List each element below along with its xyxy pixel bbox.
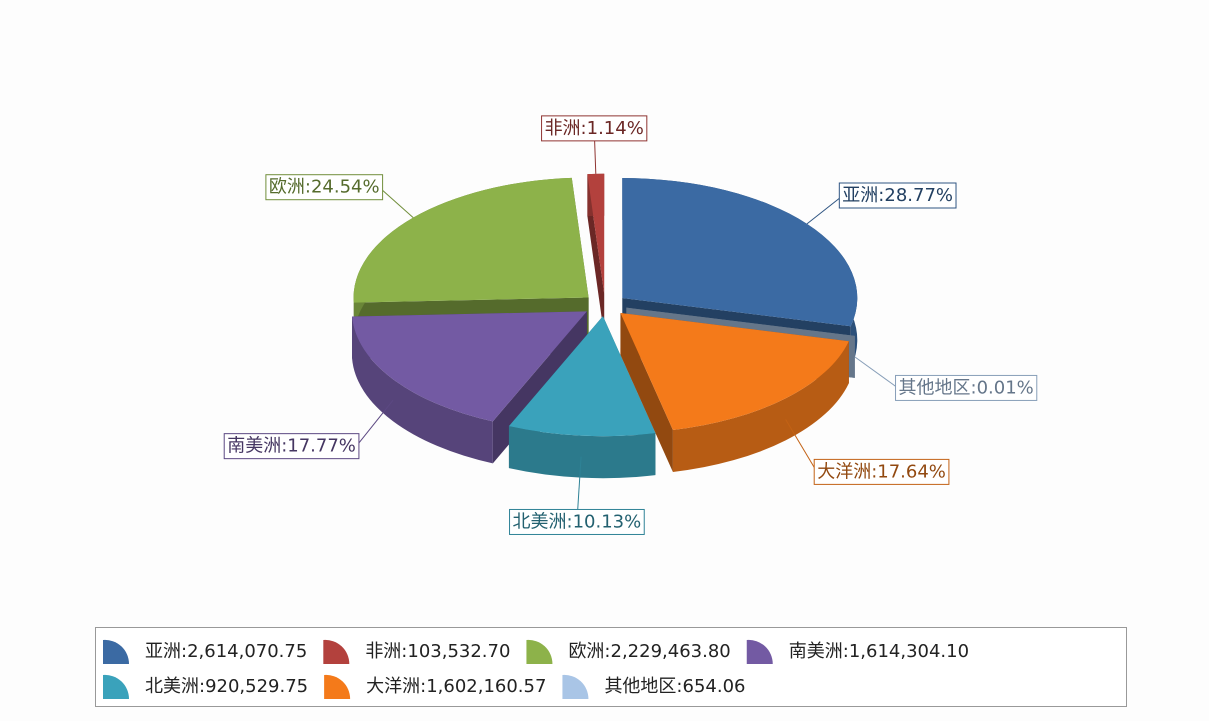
data-label-box [509,508,645,535]
data-label-box [265,174,384,201]
legend-label: 非洲:103,532.70 [365,641,510,662]
slice [626,307,855,336]
slice [353,177,589,303]
slice [622,178,858,327]
pie-tops [352,173,858,437]
legend-label: 亚洲:2,614,070.75 [145,641,307,662]
leader-line [355,399,394,447]
data-label-box [895,374,1038,401]
slice-side [508,426,656,479]
slice [352,311,587,422]
slice [620,312,849,430]
data-label-box [223,433,360,460]
data-label: 南美洲:17.77% [227,436,356,457]
legend: 亚洲:2,614,070.75 非洲:103,532.70 欧洲:2,229,463… [103,639,969,699]
data-label: 非洲:1.14% [545,118,644,139]
slice-face [620,312,673,472]
legend-icon [103,674,130,699]
slice [587,173,605,294]
data-label: 其他地区:0.01% [899,377,1034,398]
data-label: 亚洲:28.77% [842,185,953,206]
legend-label: 其他地区:654.06 [604,676,745,697]
data-label-box [838,182,957,209]
legend-label: 南美洲:1,614,304.10 [789,641,969,662]
legend-icon [103,639,130,664]
leader-line [806,195,843,225]
data-label-box [813,458,950,485]
data-label: 北美洲:10.13% [513,511,642,532]
legend-icon [323,639,350,664]
legend-box [95,627,1127,707]
legend-icon [526,639,553,664]
data-label: 欧洲:24.54% [269,177,380,198]
slice [508,316,656,437]
legend-icon [324,674,351,699]
legend-label: 北美洲:920,529.75 [145,676,308,697]
legend-label: 欧洲:2,229,463.80 [568,641,730,662]
leader-line [379,187,414,219]
legend-label: 大洋洲:1,602,160.57 [366,676,546,697]
leader-line [854,356,899,389]
legend-icon [562,674,589,699]
data-label: 大洋洲:17.64% [817,461,946,482]
data-label-box [541,115,648,142]
slice-side [672,341,849,472]
leader-line [785,419,818,473]
legend-icon [746,639,773,664]
data-labels: 亚洲:28.77% 非洲:1.14% 欧洲:24.54% 南美洲:17.77% 北美洲:… [223,115,1038,535]
slice-side [352,316,493,464]
